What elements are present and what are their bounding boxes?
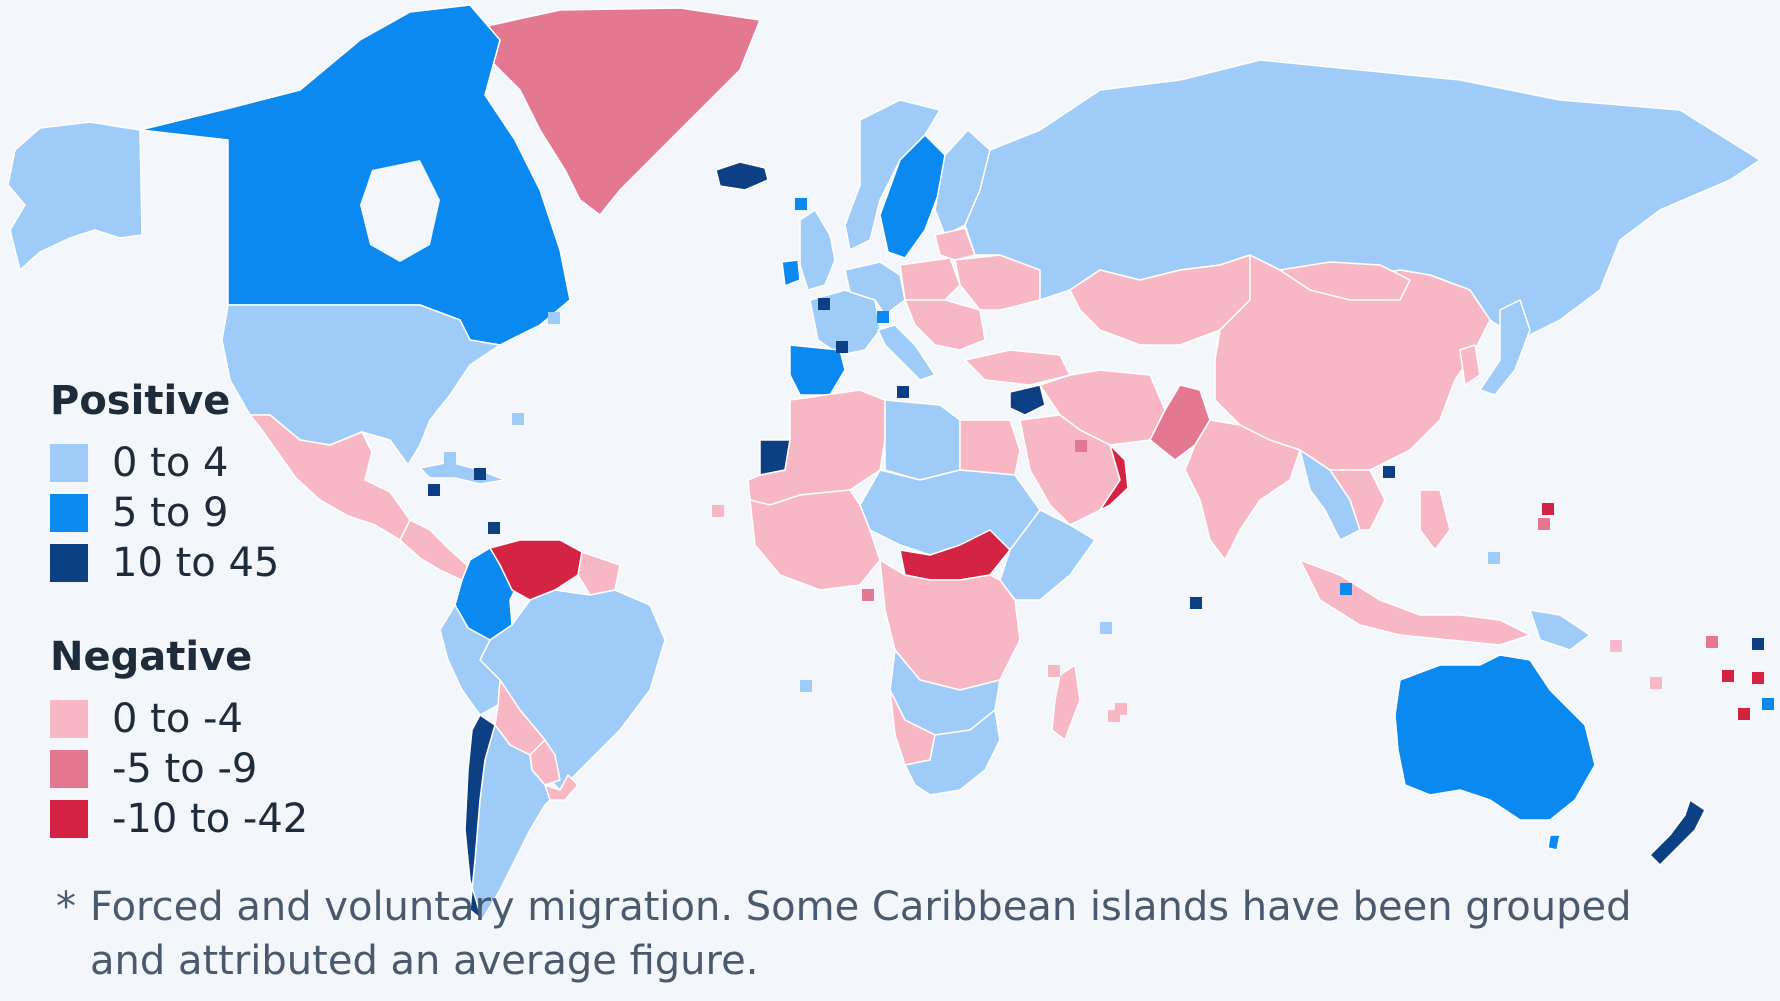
legend-swatch [50,494,88,532]
greenland [477,7,761,216]
legend-label: -10 to -42 [112,796,309,842]
united-kingdom [799,209,836,291]
ireland [781,259,801,287]
island-marker [712,505,724,517]
legend-item: 5 to 9 [50,488,350,538]
legend-swatch [50,444,88,482]
island-marker [862,589,874,601]
cuba [419,461,506,485]
island-marker [897,386,909,398]
island-marker [1762,698,1774,710]
island-marker [1542,503,1554,515]
island-marker [1738,708,1750,720]
new-zealand [1649,799,1706,866]
legend-label: 0 to 4 [112,440,229,486]
island-marker [548,312,560,324]
philippines [1419,489,1451,551]
island-marker [1190,597,1202,609]
island-marker [1610,640,1622,652]
oman [1099,444,1129,511]
legend-label: 5 to 9 [112,490,229,536]
island-marker [1488,552,1500,564]
germany-benelux [844,261,906,316]
legend-swatch [50,544,88,582]
uruguay [544,774,579,801]
hudson-bay [360,160,440,262]
libya [884,399,961,481]
island-marker [1100,622,1112,634]
island-marker [1075,440,1087,452]
central-america [399,519,471,581]
tasmania [1547,834,1561,851]
poland-central [899,257,961,301]
korea [1459,344,1481,386]
venezuela [489,539,583,601]
indonesia [1299,559,1531,646]
legend-swatch [50,700,88,738]
island-marker [1650,677,1662,689]
island-marker [474,468,486,480]
australia [1394,654,1596,821]
chile [464,714,496,921]
southern-africa [904,709,1001,796]
island-marker [1340,583,1352,595]
legend-swatch [50,800,88,838]
legend: Positive 0 to 4 5 to 9 10 to 45 Negative… [50,378,350,844]
madagascar [1051,664,1081,741]
legend-label: 0 to -4 [112,696,243,742]
egypt [959,419,1021,476]
papua-new-guinea [1529,609,1591,651]
island-marker [795,198,807,210]
island-marker [488,522,500,534]
island-marker [1048,665,1060,677]
norway [844,99,941,251]
island-marker [1722,670,1734,682]
legend-item: 0 to 4 [50,438,350,488]
legend-label: 10 to 45 [112,540,280,586]
island-marker [1383,466,1395,478]
footnote-asterisk: * [56,884,76,930]
island-marker [800,680,812,692]
syria [1009,384,1046,416]
japan [1479,299,1531,396]
island-marker [428,484,440,496]
island-marker [1752,672,1764,684]
footnote: * Forced and voluntary migration. Some C… [56,880,1706,988]
footnote-text: Forced and voluntary migration. Some Car… [90,884,1632,984]
island-marker [1752,638,1764,650]
island-marker [877,311,889,323]
island-marker [1115,703,1127,715]
island-marker [1538,518,1550,530]
legend-item: 0 to -4 [50,694,350,744]
legend-negative-title: Negative [50,634,253,680]
mongolia [1279,261,1411,301]
legend-item: -5 to -9 [50,744,350,794]
legend-positive-title: Positive [50,378,231,424]
legend-label: -5 to -9 [112,746,258,792]
legend-item: 10 to 45 [50,538,350,588]
alaska [7,121,143,271]
iceland [715,161,769,191]
legend-swatch [50,750,88,788]
baltics [934,227,976,261]
west-africa [749,489,881,591]
sweden [879,134,946,259]
island-marker [512,413,524,425]
guianas [577,551,621,596]
island-marker [836,341,848,353]
balkans [904,299,986,351]
island-marker [444,452,456,464]
island-marker [1706,636,1718,648]
italy [877,324,936,381]
legend-item: -10 to -42 [50,794,350,844]
island-marker [818,298,830,310]
indochina [1329,469,1386,531]
pakistan [1149,384,1211,461]
